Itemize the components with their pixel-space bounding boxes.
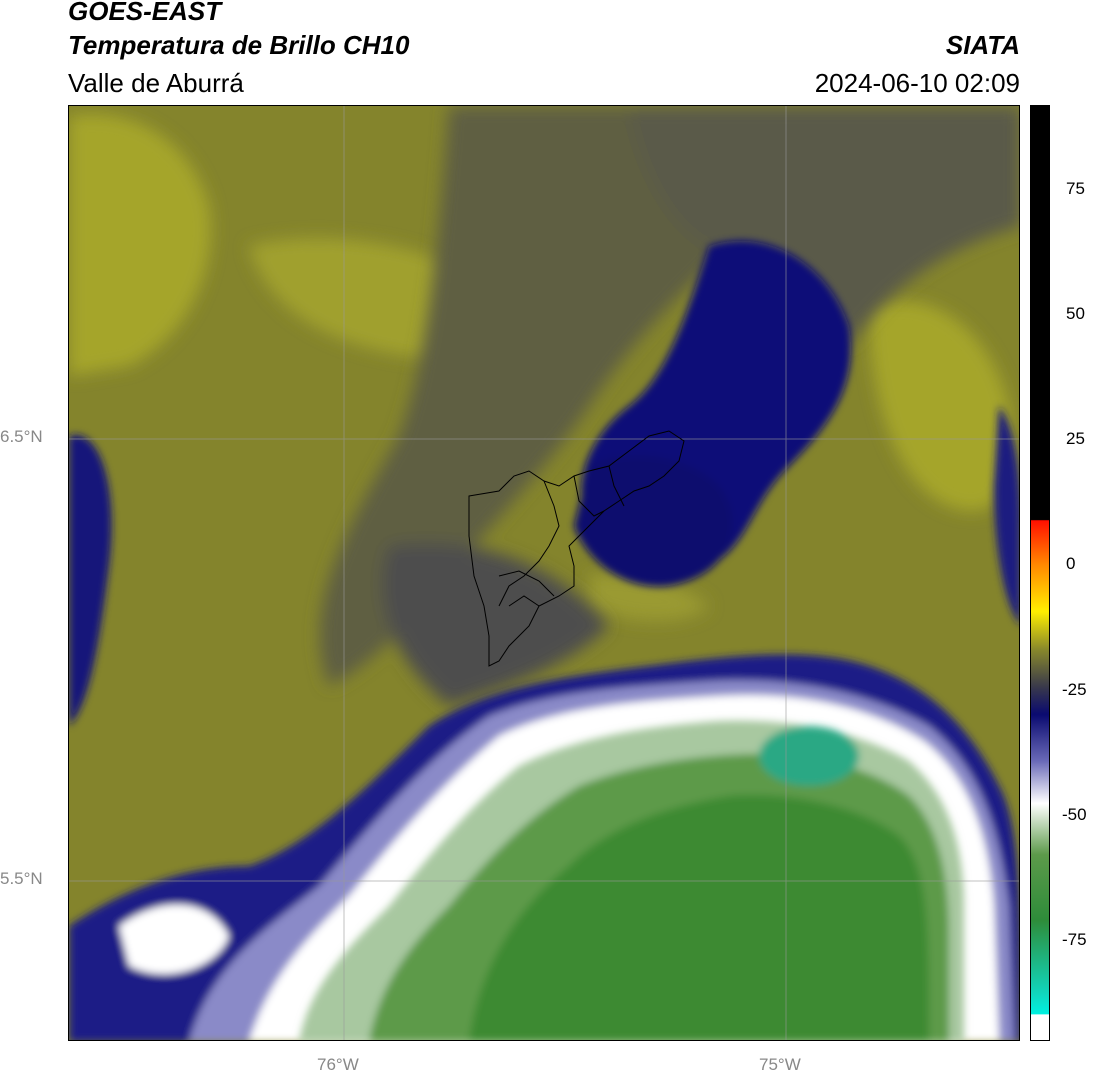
- colorbar-tick-label: -50: [1062, 804, 1087, 824]
- green-cloud-core: [299, 720, 964, 1040]
- lat-label-6-5: 6.5°N: [0, 427, 43, 446]
- colorbar-tick-label: 25: [1066, 429, 1085, 449]
- colorbar-tick-label: -25: [1062, 679, 1087, 699]
- colorbar-tick-label: 75: [1066, 179, 1085, 199]
- graticule: [69, 106, 1019, 1040]
- map-panel: [68, 105, 1020, 1041]
- datetime-label: 2024-06-10 02:09: [814, 68, 1020, 98]
- navy-cloud-tops: [69, 240, 1019, 726]
- lat-label-5-5: 5.5°N: [0, 869, 43, 888]
- colorbar-gradient: [1031, 106, 1049, 1040]
- org-label: SIATA: [945, 30, 1020, 60]
- colorbar-tick-label: 0: [1066, 554, 1076, 574]
- colorbar-tick-label: -75: [1062, 929, 1087, 949]
- lon-label-75w: 75°W: [759, 1055, 801, 1074]
- title-region: Valle de Aburrá: [68, 68, 244, 98]
- dark-olive-zone: [319, 106, 1019, 706]
- colorbar: [1030, 105, 1050, 1041]
- title-satellite: GOES-EAST: [68, 0, 222, 26]
- colorbar-tick-label: 50: [1066, 304, 1085, 324]
- map-canvas: [69, 106, 1019, 1040]
- lon-label-76w: 76°W: [317, 1055, 359, 1074]
- municipal-boundaries: [468, 430, 685, 667]
- title-product: Temperatura de Brillo CH10: [68, 30, 410, 60]
